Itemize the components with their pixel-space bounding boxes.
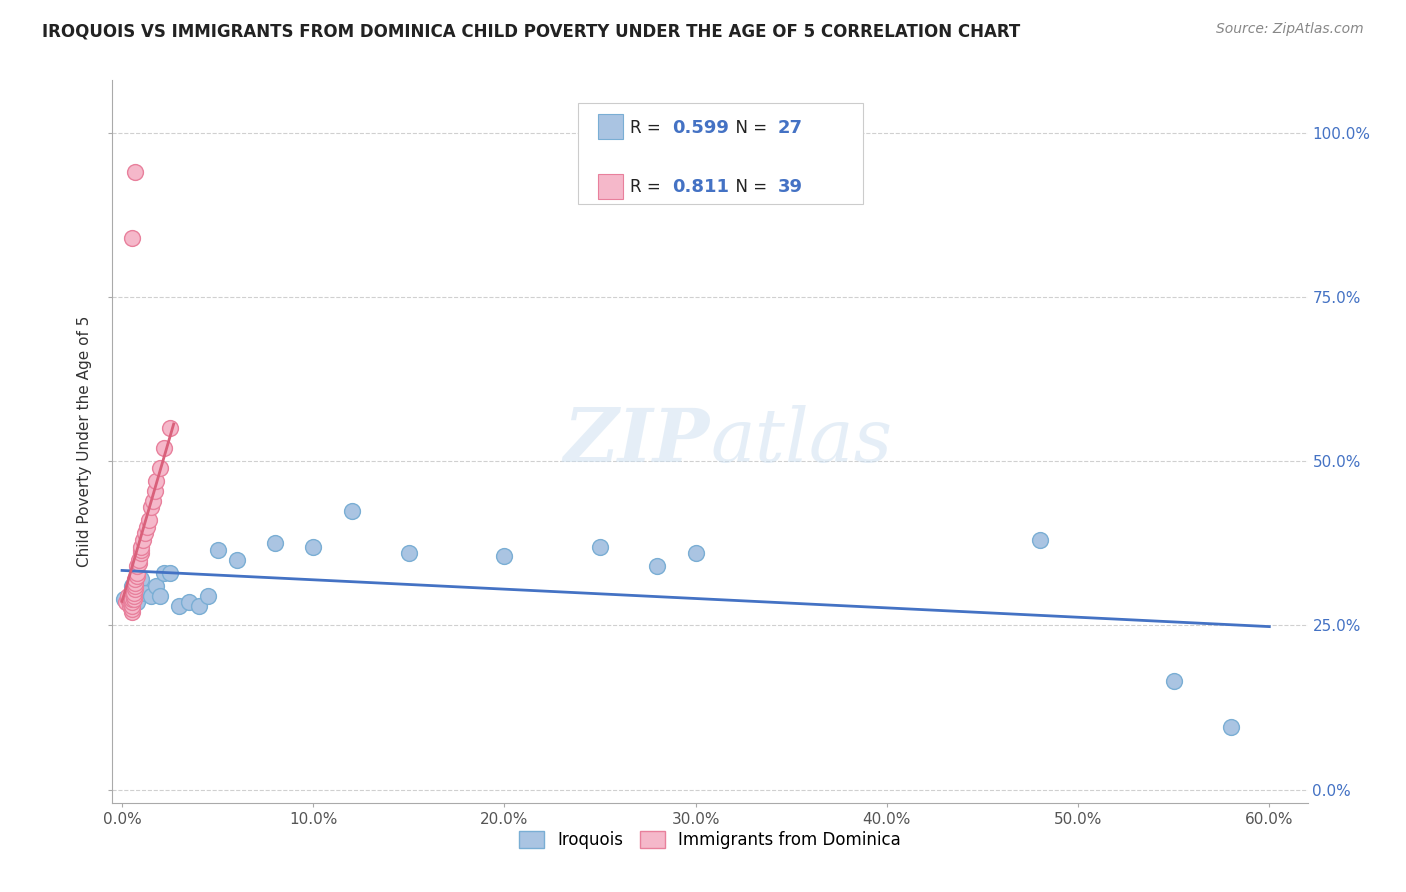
- Point: [134, 585, 156, 599]
- Point: [153, 441, 176, 455]
- Text: 0.599: 0.599: [672, 119, 728, 136]
- Point: [118, 595, 141, 609]
- Point: [589, 540, 612, 554]
- Point: [127, 569, 149, 583]
- Text: N =: N =: [725, 178, 773, 196]
- Point: [124, 582, 146, 597]
- Text: N =: N =: [725, 119, 773, 136]
- Text: 0.811: 0.811: [672, 178, 730, 196]
- Point: [117, 592, 139, 607]
- Point: [121, 592, 143, 607]
- Point: [129, 540, 152, 554]
- Point: [139, 500, 162, 515]
- Point: [264, 536, 287, 550]
- Point: [117, 589, 139, 603]
- Point: [122, 585, 145, 599]
- Point: [398, 546, 420, 560]
- Point: [118, 599, 141, 613]
- Point: [135, 520, 157, 534]
- Point: [128, 553, 150, 567]
- Point: [139, 589, 162, 603]
- Point: [159, 421, 181, 435]
- Text: 27: 27: [778, 119, 803, 136]
- Point: [124, 573, 146, 587]
- Point: [121, 602, 143, 616]
- Point: [121, 231, 143, 245]
- Point: [128, 556, 150, 570]
- Point: [124, 165, 146, 179]
- Point: [121, 595, 143, 609]
- Point: [1220, 720, 1243, 734]
- Point: [134, 526, 156, 541]
- Point: [143, 483, 166, 498]
- Point: [118, 592, 141, 607]
- Point: [207, 542, 229, 557]
- Point: [169, 599, 191, 613]
- Text: atlas: atlas: [710, 405, 893, 478]
- Point: [153, 566, 176, 580]
- Point: [124, 579, 146, 593]
- Point: [145, 579, 167, 593]
- Point: [124, 575, 146, 590]
- Point: [225, 553, 247, 567]
- Point: [340, 503, 363, 517]
- Point: [129, 573, 152, 587]
- Point: [142, 493, 165, 508]
- Point: [122, 589, 145, 603]
- Point: [127, 566, 149, 580]
- Point: [1029, 533, 1052, 547]
- Text: R =: R =: [630, 178, 666, 196]
- Point: [121, 599, 143, 613]
- Point: [122, 592, 145, 607]
- Text: Source: ZipAtlas.com: Source: ZipAtlas.com: [1216, 22, 1364, 37]
- Legend: Iroquois, Immigrants from Dominica: Iroquois, Immigrants from Dominica: [512, 824, 908, 856]
- Point: [132, 533, 155, 547]
- Point: [145, 474, 167, 488]
- Point: [115, 595, 138, 609]
- Point: [494, 549, 516, 564]
- Point: [112, 592, 135, 607]
- Point: [127, 595, 149, 609]
- Point: [149, 460, 172, 475]
- Text: ZIP: ZIP: [564, 405, 710, 478]
- Point: [138, 513, 160, 527]
- Point: [121, 579, 143, 593]
- Point: [685, 546, 707, 560]
- Point: [129, 542, 152, 557]
- Point: [149, 589, 172, 603]
- Point: [159, 566, 181, 580]
- Text: R =: R =: [630, 119, 666, 136]
- Point: [647, 559, 669, 574]
- Point: [121, 605, 143, 619]
- Y-axis label: Child Poverty Under the Age of 5: Child Poverty Under the Age of 5: [77, 316, 93, 567]
- Text: 39: 39: [778, 178, 803, 196]
- Point: [302, 540, 325, 554]
- Point: [187, 599, 209, 613]
- Point: [127, 559, 149, 574]
- Point: [177, 595, 200, 609]
- Point: [129, 546, 152, 560]
- Point: [197, 589, 219, 603]
- Text: IROQUOIS VS IMMIGRANTS FROM DOMINICA CHILD POVERTY UNDER THE AGE OF 5 CORRELATIO: IROQUOIS VS IMMIGRANTS FROM DOMINICA CHI…: [42, 22, 1021, 40]
- Point: [1163, 674, 1185, 689]
